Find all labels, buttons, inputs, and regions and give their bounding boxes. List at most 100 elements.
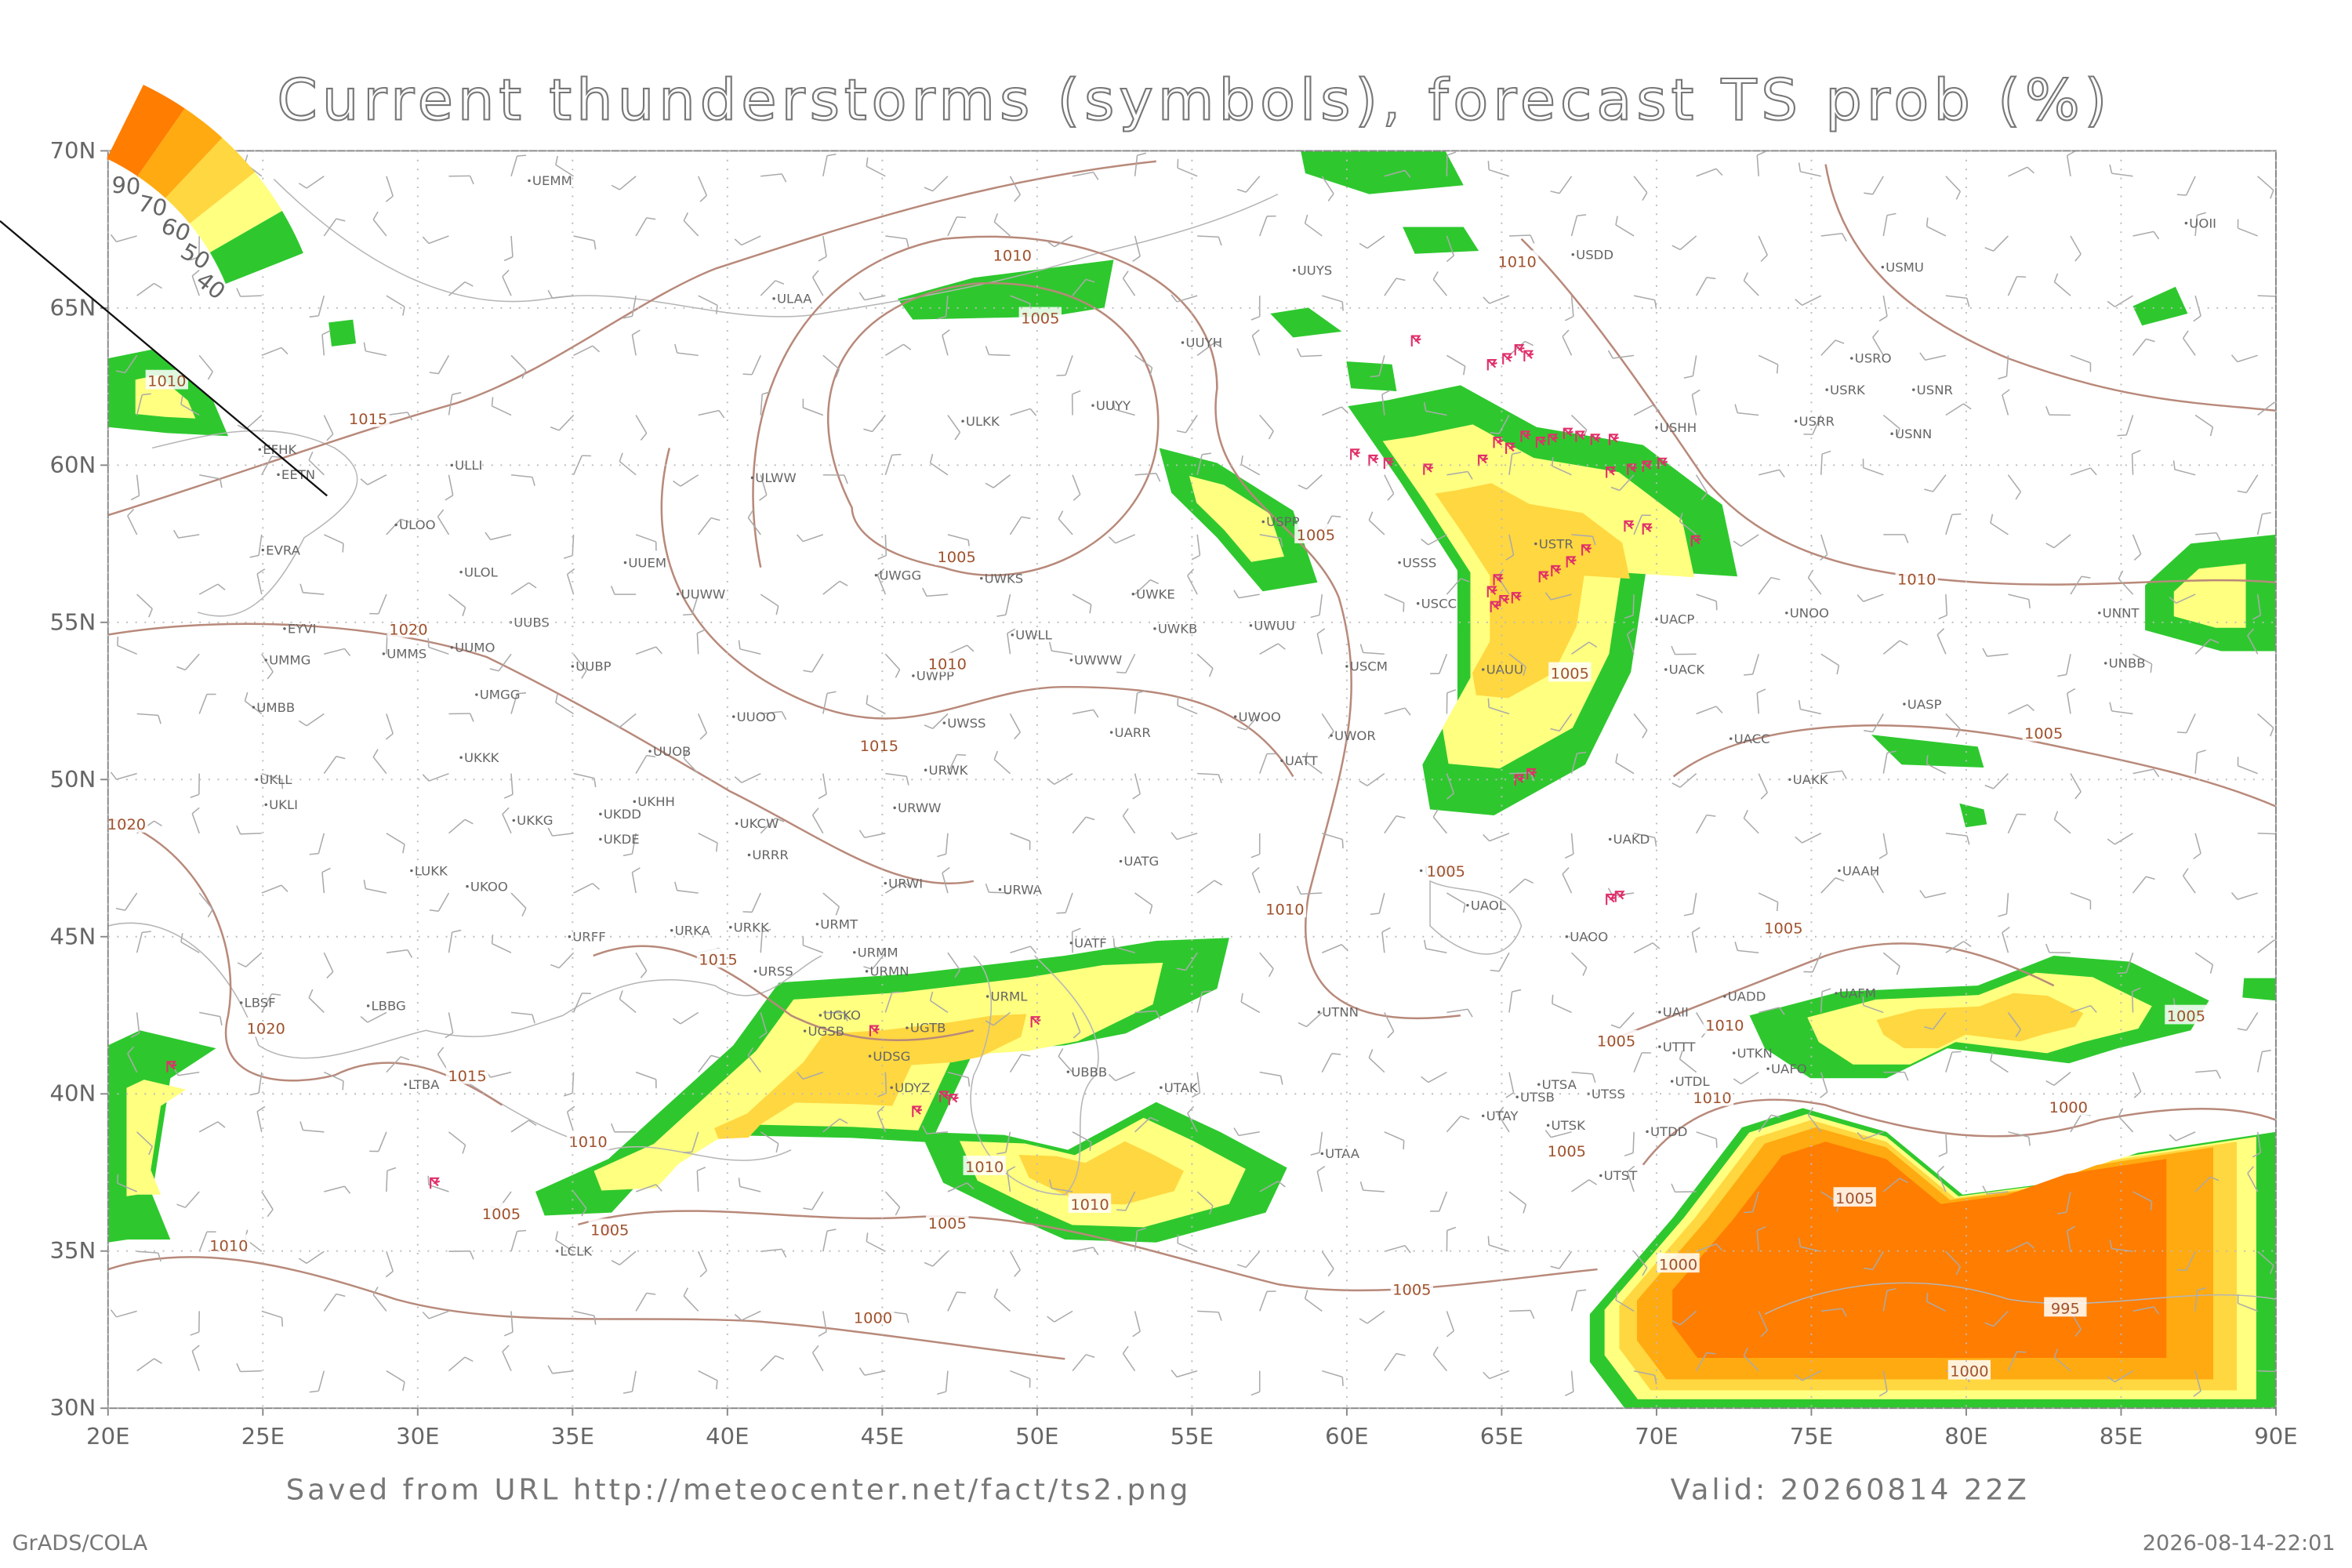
wind-barb bbox=[1679, 513, 1683, 522]
wind-barb bbox=[261, 1191, 274, 1210]
wind-barb bbox=[741, 1310, 761, 1321]
wind-barb bbox=[1051, 1188, 1073, 1192]
wind-barb bbox=[1990, 1060, 2009, 1073]
wind-barb bbox=[136, 282, 155, 296]
wind-barb bbox=[191, 1351, 200, 1371]
wind-barb bbox=[1134, 1230, 1138, 1252]
wind-barb bbox=[281, 347, 289, 355]
wind-barb bbox=[180, 941, 200, 953]
isobar-label: 1005 bbox=[1835, 1189, 1874, 1207]
wind-barb bbox=[802, 1071, 824, 1080]
station-dot bbox=[985, 995, 989, 998]
wind-barb bbox=[1552, 465, 1572, 476]
wind-barb bbox=[1570, 833, 1574, 855]
wind-barb bbox=[610, 586, 615, 595]
wind-barb bbox=[1737, 949, 1759, 953]
wind-barb bbox=[1467, 1008, 1473, 1018]
wind-barb bbox=[1009, 176, 1021, 195]
station-dot bbox=[753, 970, 757, 973]
wind-barb bbox=[741, 772, 761, 783]
wind-barb bbox=[2182, 875, 2196, 894]
wind-barb bbox=[323, 1294, 337, 1312]
thunderstorm-symbol bbox=[1690, 535, 1701, 547]
isobar-label-box bbox=[588, 1218, 631, 1239]
probability-area bbox=[2132, 286, 2188, 326]
wind-barb bbox=[1251, 335, 1261, 356]
wind-barb bbox=[1820, 1091, 1828, 1098]
isobar-label-box bbox=[963, 1156, 1006, 1175]
wind-barb bbox=[386, 518, 401, 535]
wind-barb bbox=[858, 1367, 866, 1376]
wind-barb bbox=[1446, 689, 1457, 694]
wind-barb bbox=[1268, 968, 1274, 978]
wind-barb bbox=[2114, 1370, 2133, 1383]
wind-barb bbox=[127, 515, 138, 535]
wind-barb bbox=[1508, 653, 1526, 668]
wind-barb bbox=[532, 1014, 535, 1024]
station-dot bbox=[1261, 520, 1265, 524]
station-label: UKDE bbox=[604, 832, 640, 847]
wind-barb bbox=[1512, 989, 1522, 993]
wind-barb bbox=[1863, 1131, 1884, 1140]
wind-barb bbox=[942, 866, 950, 873]
station-label: USNR bbox=[1917, 383, 1953, 397]
wind-barb bbox=[176, 666, 186, 671]
wind-barb bbox=[635, 1184, 657, 1192]
wind-barb bbox=[1552, 456, 1554, 466]
isobar-label: 1005 bbox=[590, 1221, 629, 1239]
wind-barb bbox=[372, 219, 387, 237]
wind-barb bbox=[1072, 278, 1087, 296]
wind-barb bbox=[1176, 1370, 1198, 1378]
wind-barb bbox=[839, 1118, 848, 1124]
station-dot bbox=[1481, 1114, 1485, 1118]
station-dot bbox=[1785, 612, 1788, 615]
wind-barb bbox=[1570, 414, 1588, 430]
wind-barb bbox=[1196, 880, 1215, 894]
wind-barb bbox=[510, 892, 527, 909]
wind-barb bbox=[2256, 1051, 2263, 1073]
station-label: URFF bbox=[572, 930, 605, 945]
wind-barb bbox=[448, 1131, 466, 1146]
wind-barb bbox=[180, 933, 183, 942]
station-label: UTSS bbox=[1592, 1087, 1625, 1102]
lon-tick-label: 85E bbox=[2100, 1423, 2143, 1450]
wind-barb bbox=[1298, 485, 1307, 490]
wind-barb bbox=[1552, 1003, 1572, 1014]
station-label: URRR bbox=[752, 848, 788, 862]
wind-barb bbox=[1268, 430, 1274, 440]
wind-barb bbox=[1715, 1138, 1718, 1149]
wind-barb bbox=[1259, 952, 1274, 970]
station-dot bbox=[1670, 1080, 1674, 1083]
wind-barb bbox=[1820, 554, 1828, 561]
station-dot bbox=[906, 1026, 909, 1029]
wind-barb bbox=[385, 195, 394, 202]
wind-barb bbox=[1743, 280, 1759, 296]
wind-barb bbox=[485, 532, 492, 540]
wind-barb bbox=[555, 164, 574, 177]
probability-fields bbox=[107, 151, 2276, 1409]
wind-barb bbox=[1795, 1374, 1803, 1381]
wind-barb bbox=[386, 1250, 394, 1272]
isobar-label: 1010 bbox=[1705, 1017, 1744, 1035]
wind-barb bbox=[1571, 1071, 1593, 1075]
wind-barb bbox=[1359, 644, 1364, 653]
wind-barb bbox=[1316, 1165, 1326, 1172]
legend-pointer bbox=[0, 220, 328, 497]
wind-barb bbox=[207, 909, 213, 918]
wind-barb bbox=[1508, 454, 1513, 475]
wind-barb bbox=[1108, 536, 1116, 544]
station-dot bbox=[528, 179, 531, 183]
wind-barb bbox=[1122, 270, 1129, 279]
wind-barb bbox=[198, 583, 219, 595]
wind-barb bbox=[922, 1125, 927, 1134]
wind-barb bbox=[1007, 633, 1011, 655]
station-label: UKKK bbox=[464, 750, 500, 765]
wind-barb bbox=[760, 1012, 768, 1033]
probability-area bbox=[1270, 307, 1342, 338]
wind-barb bbox=[1802, 833, 1822, 844]
wind-barb bbox=[635, 646, 657, 655]
wind-barb bbox=[503, 1331, 514, 1337]
wind-barb bbox=[1505, 1092, 1515, 1098]
wind-barb bbox=[2230, 891, 2238, 900]
thunderstorm-symbol bbox=[1410, 335, 1421, 347]
